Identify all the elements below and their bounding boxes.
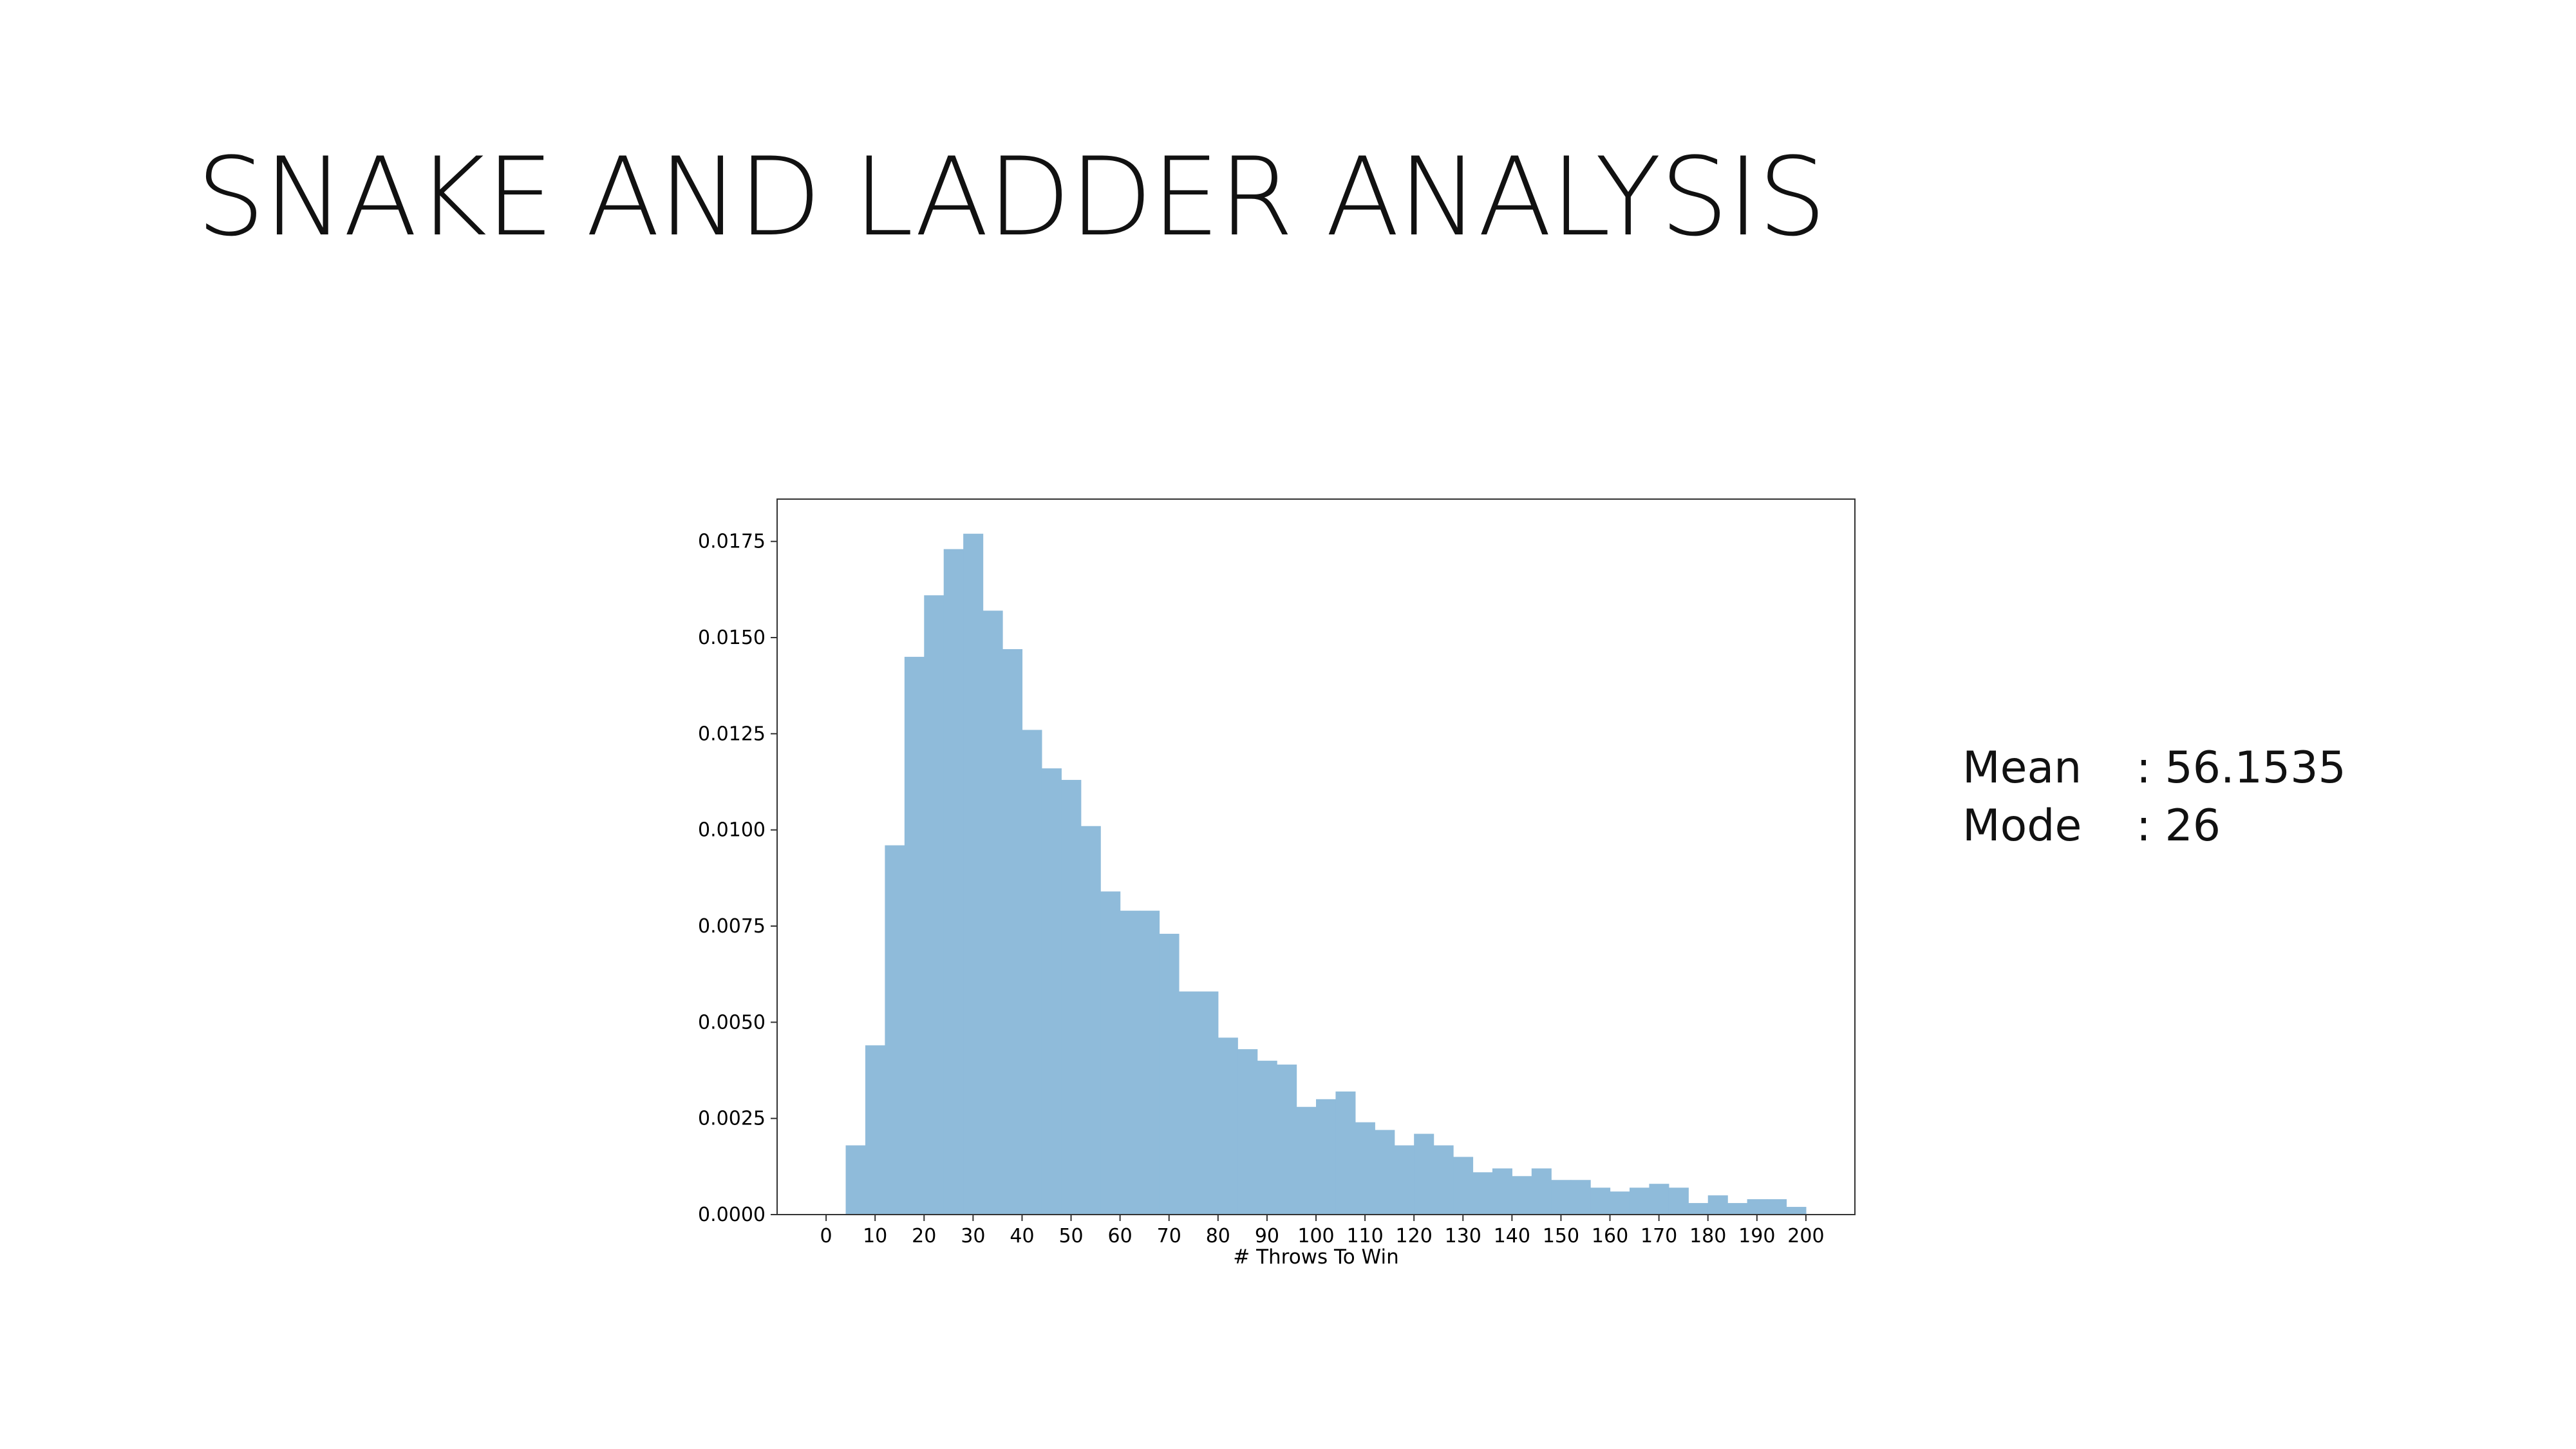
x-tick-label: 110: [1346, 1225, 1383, 1247]
histogram-bar: [1649, 1184, 1669, 1215]
x-tick-label: 50: [1058, 1225, 1083, 1247]
y-tick-label: 0.0050: [698, 1011, 766, 1034]
histogram-bar: [865, 1045, 885, 1215]
y-axis-ticks: 0.0000 0.0025 0.0050 0.0075 0.0100 0.0125 0.01…: [698, 531, 777, 1226]
y-tick-label: 0.0125: [698, 723, 766, 745]
x-tick-label: 140: [1494, 1225, 1530, 1247]
histogram-bar: [845, 1145, 866, 1215]
x-tick-label: 120: [1396, 1225, 1433, 1247]
x-tick-label: 20: [912, 1225, 936, 1247]
histogram-bar: [1786, 1207, 1807, 1215]
histogram-bar: [1217, 1037, 1238, 1215]
x-axis-label: # Throws To Win: [1233, 1245, 1399, 1269]
mean-label: Mean: [1962, 743, 2082, 793]
histogram-bars: [845, 533, 1807, 1215]
histogram-bar: [1002, 649, 1023, 1215]
histogram-bar: [1688, 1203, 1709, 1215]
histogram-bar: [1472, 1172, 1493, 1215]
histogram-bar: [924, 595, 945, 1215]
x-tick-label: 10: [863, 1225, 887, 1247]
histogram-bar: [1433, 1145, 1454, 1215]
histogram-bar: [1100, 891, 1121, 1215]
histogram-bar: [1707, 1195, 1728, 1215]
histogram-bar: [1512, 1176, 1532, 1215]
slide-title: SNAKE AND LADDER ANALYSIS: [196, 134, 1827, 260]
mode-label: Mode: [1962, 800, 2082, 851]
histogram-bar: [982, 611, 1003, 1215]
histogram-bar: [963, 533, 984, 1215]
x-tick-label: 40: [1010, 1225, 1034, 1247]
mode-row: Mode : 26: [1962, 797, 2346, 855]
histogram-bar: [1394, 1145, 1415, 1215]
y-tick-label: 0.0025: [698, 1108, 766, 1130]
mean-row: Mean : 56.1535: [1962, 739, 2346, 797]
histogram-bar: [1061, 780, 1082, 1215]
x-tick-label: 200: [1787, 1225, 1824, 1247]
y-tick-label: 0.0150: [698, 627, 766, 649]
histogram-bar: [1178, 991, 1199, 1215]
histogram-bar: [1277, 1065, 1297, 1215]
histogram-bar: [1080, 826, 1101, 1215]
x-tick-label: 160: [1592, 1225, 1628, 1247]
histogram-bar: [1022, 730, 1042, 1215]
histogram-bar: [1414, 1133, 1434, 1215]
x-tick-label: 80: [1206, 1225, 1230, 1247]
y-tick-label: 0.0100: [698, 819, 766, 842]
histogram-bar: [1375, 1130, 1395, 1215]
histogram-bar: [1570, 1180, 1591, 1215]
x-tick-label: 30: [961, 1225, 985, 1247]
x-tick-label: 60: [1108, 1225, 1133, 1247]
histogram-bar: [904, 656, 925, 1215]
mean-value: : 56.1535: [2136, 743, 2346, 793]
histogram-bar: [1159, 933, 1180, 1215]
x-tick-label: 170: [1641, 1225, 1677, 1247]
histogram-bar: [1551, 1180, 1572, 1215]
mode-value: : 26: [2136, 800, 2221, 851]
histogram-bar: [1296, 1106, 1317, 1215]
histogram-bar: [1237, 1049, 1258, 1215]
histogram-bar: [885, 845, 905, 1215]
histogram-bar: [1747, 1199, 1767, 1215]
x-tick-label: 180: [1689, 1225, 1726, 1247]
histogram-bar: [1610, 1191, 1630, 1215]
histogram-bar: [1355, 1122, 1375, 1215]
histogram-bar: [1198, 991, 1219, 1215]
x-axis-ticks: 0 10 20 30 40 50 60 70 80 90 100 110 120 130 140 150 160…: [820, 1215, 1825, 1247]
x-tick-label: 70: [1157, 1225, 1181, 1247]
histogram-bar: [1335, 1091, 1356, 1215]
y-tick-label: 0.0075: [698, 915, 766, 938]
histogram-bar: [1590, 1188, 1611, 1215]
histogram-bar: [1041, 768, 1062, 1215]
histogram-bar: [1140, 911, 1160, 1215]
histogram-bar: [1767, 1199, 1787, 1215]
y-tick-label: 0.0175: [698, 531, 766, 553]
histogram-bar: [943, 549, 964, 1215]
x-tick-label: 130: [1445, 1225, 1481, 1247]
histogram-bar: [1727, 1203, 1748, 1215]
y-tick-label: 0.0000: [698, 1204, 766, 1226]
histogram-bar: [1120, 911, 1140, 1215]
stats-panel: Mean : 56.1535 Mode : 26: [1962, 739, 2346, 855]
histogram-bar: [1492, 1168, 1512, 1215]
x-tick-label: 90: [1255, 1225, 1279, 1247]
histogram-bar: [1629, 1188, 1650, 1215]
histogram-bar: [1453, 1157, 1474, 1215]
histogram-bar: [1316, 1099, 1337, 1215]
x-tick-label: 190: [1738, 1225, 1775, 1247]
histogram-bar: [1257, 1061, 1277, 1215]
x-tick-label: 0: [820, 1225, 832, 1247]
x-tick-label: 150: [1543, 1225, 1579, 1247]
histogram-bar: [1531, 1168, 1552, 1215]
x-tick-label: 100: [1297, 1225, 1334, 1247]
histogram-bar: [1668, 1188, 1689, 1215]
